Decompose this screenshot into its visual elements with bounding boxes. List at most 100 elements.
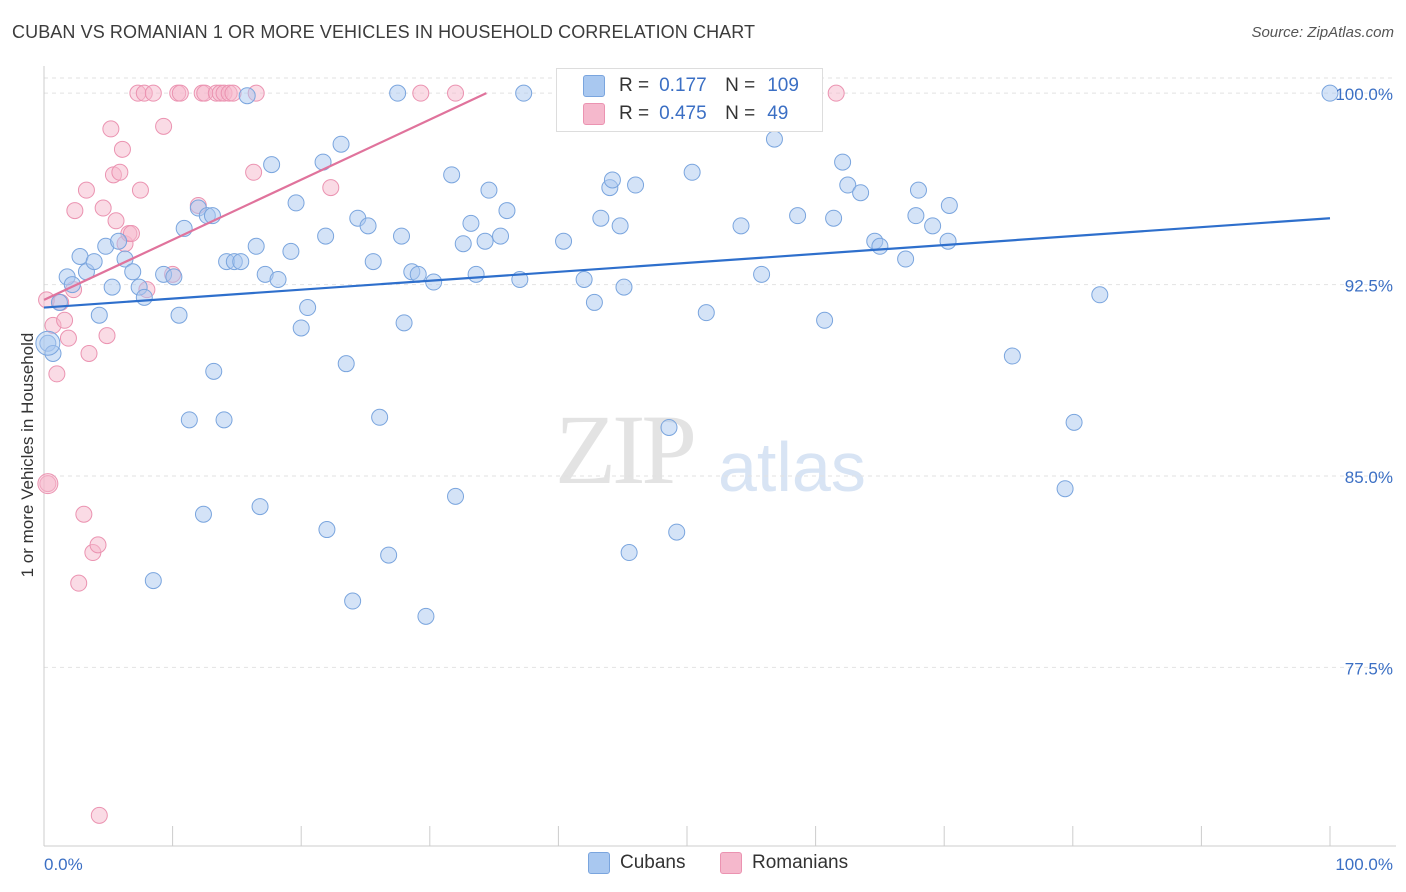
romanian-point [102, 120, 120, 138]
romanian-point [98, 327, 116, 345]
cuban-point [871, 237, 889, 255]
romanian-point [144, 84, 162, 102]
cuban-point [476, 232, 494, 250]
data-points [35, 84, 1339, 824]
cuban-point [287, 194, 305, 212]
legend-label-cubans: Cubans [620, 852, 686, 873]
romanian-point [122, 225, 140, 243]
romanian-point [155, 117, 173, 135]
cuban-point [1321, 84, 1339, 102]
cuban-point [660, 418, 678, 436]
cuban-point [344, 592, 362, 610]
cuban-point [611, 217, 629, 235]
legend-row-romanians: R = 0.475 N = 49 [557, 101, 788, 127]
romanian-point [94, 199, 112, 217]
cuban-point [615, 278, 633, 296]
legend-n-label: N = [725, 75, 756, 96]
cuban-point [110, 232, 128, 250]
romanian-point [77, 181, 95, 199]
cuban-point [575, 270, 593, 288]
cuban-point [462, 214, 480, 232]
romanian-point [827, 84, 845, 102]
cuban-point [480, 181, 498, 199]
legend-item-cubans[interactable]: Cubans [588, 852, 686, 874]
cuban-point [498, 202, 516, 220]
cuban-point [753, 265, 771, 283]
cuban-point [732, 217, 750, 235]
romanian-point [171, 84, 189, 102]
romanian-point [131, 181, 149, 199]
tick-labels: 77.5% 85.0% 92.5% 100.0% 0.0% 100.0% [44, 85, 1393, 874]
cuban-point [90, 306, 108, 324]
legend-r-value-cubans: 0.177 [659, 75, 707, 96]
cuban-point [897, 250, 915, 268]
cuban-point [1056, 480, 1074, 498]
cuban-point [1065, 413, 1083, 431]
legend-label-romanians: Romanians [752, 852, 849, 873]
cuban-point [825, 209, 843, 227]
romanian-point [322, 179, 340, 197]
bottom-legend: Cubans Romanians [0, 852, 1406, 878]
trend-lines [43, 92, 1331, 309]
cuban-point [85, 253, 103, 271]
romanian-point [107, 212, 125, 230]
cuban-point [515, 84, 533, 102]
cuban-point [263, 156, 281, 174]
cuban-point [380, 546, 398, 564]
cuban-point [282, 242, 300, 260]
grid-lines [44, 77, 1396, 668]
cuban-point [1091, 286, 1109, 304]
cuban-point [834, 153, 852, 171]
cuban-point [816, 311, 834, 329]
x-tick-label: 0.0% [44, 855, 83, 874]
cuban-point [247, 237, 265, 255]
y-tick-label: 85.0% [1345, 468, 1393, 487]
stats-legend: R = 0.177 N = 109 R = 0.475 N = 49 [556, 68, 823, 132]
cuban-point [180, 411, 198, 429]
legend-r-label: R = [619, 75, 650, 96]
legend-item-romanians[interactable]: Romanians [720, 852, 848, 874]
cuban-point [269, 270, 287, 288]
legend-row-cubans: R = 0.177 N = 109 [557, 73, 799, 99]
cuban-point [205, 362, 223, 380]
cuban-point [765, 130, 783, 148]
y-tick-label: 100.0% [1335, 85, 1393, 104]
romanian-point [59, 329, 77, 347]
y-axis-label: 1 or more Vehicles in Household [18, 332, 37, 578]
romanian-point [245, 163, 263, 181]
cuban-point [165, 268, 183, 286]
cuban-point [924, 217, 942, 235]
cuban-point [364, 253, 382, 271]
cuban-point [232, 253, 250, 271]
cuban-point [144, 572, 162, 590]
cuban-point [1003, 347, 1021, 365]
cuban-point [909, 181, 927, 199]
cuban-point [359, 217, 377, 235]
romanian-point [48, 365, 66, 383]
cuban-point [425, 273, 443, 291]
cuban-point [215, 411, 233, 429]
cuban-point [337, 355, 355, 373]
cuban-point [317, 227, 335, 245]
y-tick-label: 77.5% [1345, 659, 1393, 678]
cuban-point [389, 84, 407, 102]
cuban-point [299, 299, 317, 317]
cuban-point [409, 265, 427, 283]
cuban-point [683, 163, 701, 181]
romanian-point [113, 140, 131, 158]
romanian-point [70, 574, 88, 592]
romanian-point [447, 84, 465, 102]
cuban-point [467, 265, 485, 283]
cuban-point [318, 521, 336, 539]
legend-n-value-romanians: 49 [767, 103, 789, 124]
cuban-point [697, 304, 715, 322]
cuban-point [585, 293, 603, 311]
romanian-point [90, 806, 108, 824]
x-tick-label: 100.0% [1335, 855, 1393, 874]
source-credit: Source: ZipAtlas.com [1251, 24, 1394, 41]
cuban-point [44, 344, 62, 362]
watermark-atlas: atlas [718, 428, 866, 506]
romanian-point [111, 163, 129, 181]
cubans-swatch [583, 75, 605, 97]
